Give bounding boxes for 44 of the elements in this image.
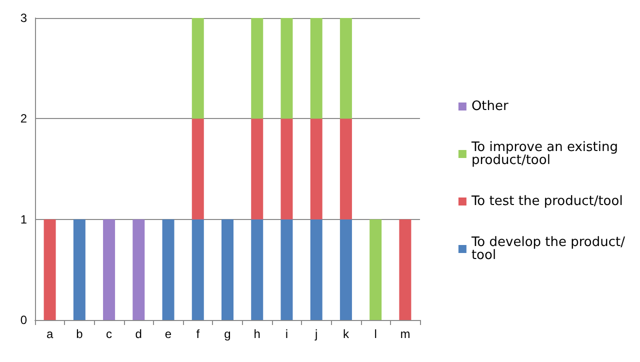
x-tick-label: m — [400, 327, 410, 341]
bar — [192, 18, 204, 119]
x-tick-label: a — [46, 327, 54, 341]
bar — [310, 219, 322, 320]
bar — [251, 118, 264, 220]
x-tick-label: i — [285, 327, 288, 341]
y-tick-label: 1 — [20, 212, 28, 226]
x-tick-label: c — [106, 327, 112, 341]
legend-label: To test the product/tool — [470, 194, 623, 209]
bar — [192, 118, 204, 220]
legend-label: Other — [471, 99, 510, 114]
bar — [73, 219, 86, 320]
bar — [132, 219, 145, 320]
bar — [251, 219, 264, 320]
bar — [370, 219, 382, 320]
bar — [280, 118, 293, 220]
bar — [103, 219, 116, 320]
x-tick-label: b — [76, 327, 84, 341]
bar — [399, 219, 412, 320]
x-tick-label: k — [342, 327, 350, 341]
bar — [340, 219, 352, 320]
bar — [44, 219, 56, 320]
bar — [340, 18, 352, 119]
x-tick-label: h — [254, 327, 260, 341]
x-tick-label: f — [196, 327, 200, 341]
bar — [251, 18, 264, 119]
y-tick-label: 0 — [20, 313, 28, 327]
y-tick-label: 2 — [20, 112, 28, 126]
bar — [280, 219, 293, 320]
x-tick-label: d — [135, 327, 142, 341]
x-tick-label: e — [164, 327, 172, 341]
bar — [310, 118, 322, 220]
bar — [280, 18, 293, 119]
x-tick-label: l — [374, 327, 377, 341]
bar — [310, 18, 322, 119]
x-tick-label: g — [224, 327, 231, 341]
y-tick-label: 3 — [20, 11, 28, 25]
legend-label: To develop the product/tool — [470, 235, 626, 263]
bar — [222, 219, 234, 320]
bar — [340, 118, 352, 220]
x-tick-label: j — [314, 327, 318, 341]
bar — [192, 219, 204, 320]
legend-label: To improve an existing product/tool — [470, 140, 622, 168]
bar — [162, 219, 174, 320]
